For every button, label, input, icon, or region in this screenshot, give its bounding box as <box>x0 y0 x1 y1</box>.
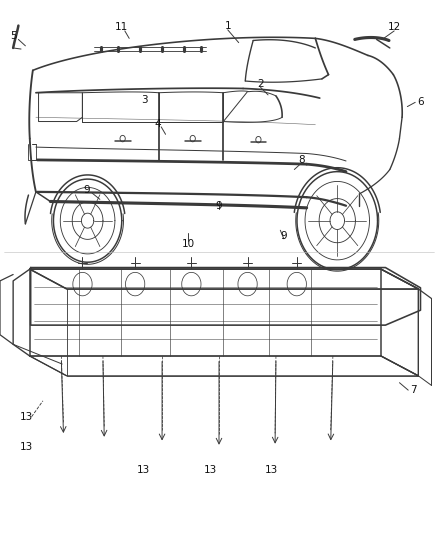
Text: 10: 10 <box>182 239 195 249</box>
Text: 12: 12 <box>388 22 401 31</box>
Text: 13: 13 <box>20 412 33 422</box>
Text: 11: 11 <box>115 22 128 31</box>
Text: 13: 13 <box>265 465 278 475</box>
Text: 2: 2 <box>257 79 264 89</box>
Text: 9: 9 <box>280 231 287 240</box>
Text: 5: 5 <box>10 31 17 41</box>
Text: 9: 9 <box>215 201 223 211</box>
Text: 6: 6 <box>417 98 424 107</box>
Text: 3: 3 <box>141 95 148 105</box>
Text: 9: 9 <box>83 185 90 195</box>
Text: 7: 7 <box>410 385 417 395</box>
Text: 1: 1 <box>224 21 231 30</box>
Text: 13: 13 <box>137 465 150 475</box>
Text: 13: 13 <box>20 442 33 451</box>
Text: 8: 8 <box>298 155 305 165</box>
Text: 4: 4 <box>154 119 161 128</box>
Text: 13: 13 <box>204 465 217 475</box>
